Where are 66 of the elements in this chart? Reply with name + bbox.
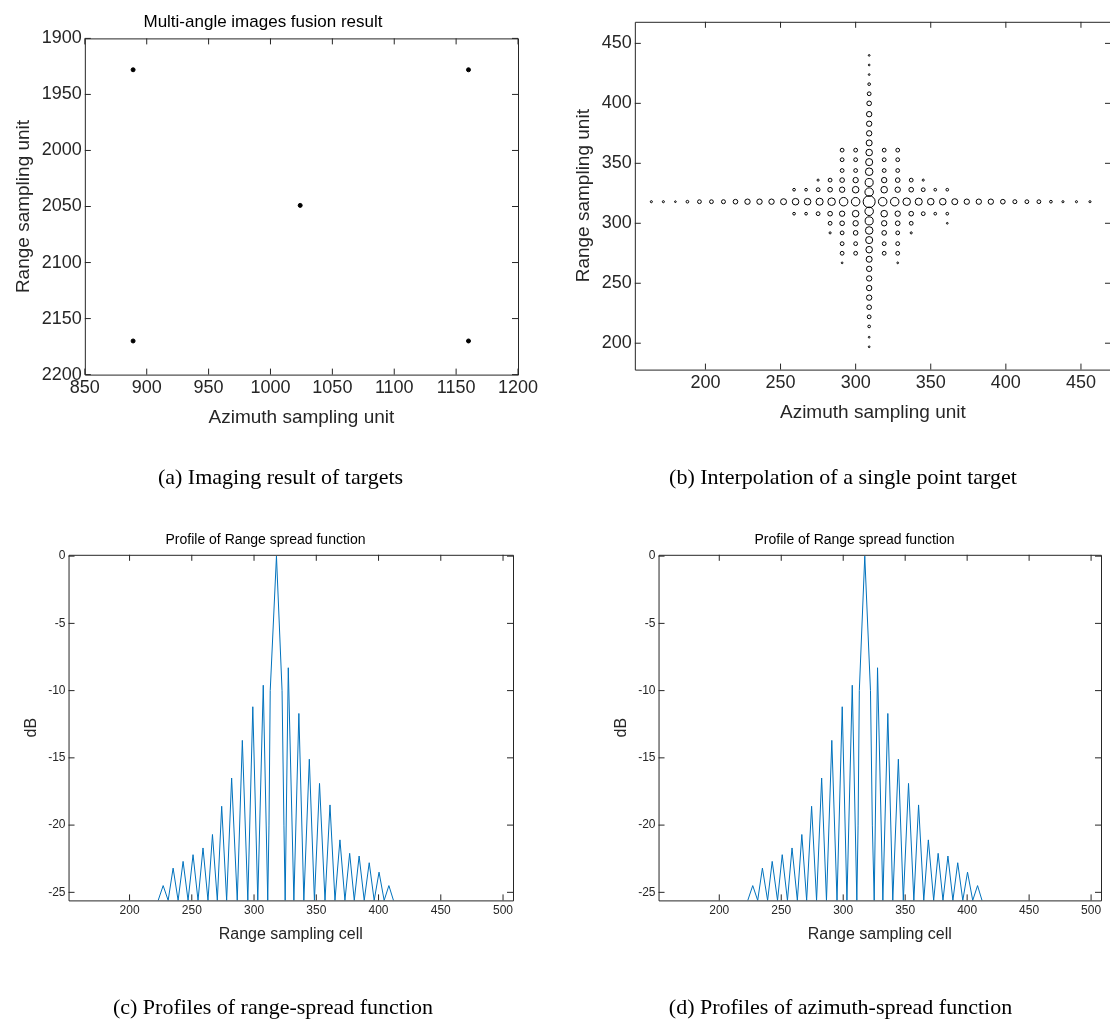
y-tick-label: 2150 — [41, 307, 82, 328]
x-tick-label: 300 — [833, 902, 854, 917]
y-tick-label: -15 — [48, 750, 66, 765]
y-axis-title: Range sampling unit — [571, 108, 593, 283]
x-axis-title: Azimuth sampling unit — [779, 400, 967, 422]
x-tick-label: 1200 — [497, 377, 539, 398]
x-tick-label: 200 — [709, 902, 730, 917]
x-tick-label: 900 — [131, 377, 162, 398]
y-tick-label: 200 — [601, 332, 632, 353]
x-tick-label: 200 — [690, 372, 721, 393]
y-tick-label: -5 — [644, 615, 656, 630]
y-tick-label: -25 — [48, 884, 66, 899]
y-tick-label: 2050 — [41, 195, 82, 216]
chart-title: Profile of Range spread function — [165, 531, 366, 548]
x-axis-title: Azimuth sampling unit — [208, 405, 396, 427]
text: (a) Imaging result of targets — [156, 464, 405, 490]
y-tick-label: 1950 — [41, 83, 82, 104]
x-tick-label: 350 — [915, 372, 946, 393]
x-tick-label: 250 — [181, 902, 203, 917]
x-tick-label: 1000 — [250, 377, 291, 398]
x-tick-label: 450 — [430, 902, 452, 917]
x-axis-title: Range sampling cell — [218, 924, 363, 942]
y-tick-label: -20 — [638, 817, 656, 832]
y-tick-label: 0 — [648, 548, 656, 563]
y-tick-label: 1900 — [41, 27, 82, 48]
x-tick-label: 500 — [493, 902, 514, 917]
x-tick-label: 350 — [306, 902, 327, 917]
y-tick-label: 2000 — [41, 139, 82, 160]
y-tick-label: 250 — [601, 272, 632, 293]
x-tick-label: 1050 — [312, 377, 353, 398]
x-tick-label: 250 — [771, 902, 792, 917]
x-tick-label: 1100 — [374, 377, 414, 398]
x-tick-label: 1150 — [436, 377, 476, 398]
y-tick-label: -15 — [638, 750, 656, 765]
y-tick-label: -25 — [638, 884, 656, 899]
y-tick-label: -20 — [48, 817, 66, 832]
x-axis-title: Range sampling cell — [807, 924, 952, 942]
text: (c) Profiles of range-spread function — [111, 994, 435, 1020]
x-tick-label: 300 — [840, 372, 871, 393]
x-tick-label: 950 — [193, 377, 224, 398]
x-tick-label: 400 — [990, 372, 1021, 393]
y-tick-label: -10 — [48, 682, 66, 697]
text: (d) Profiles of azimuth-spread function — [667, 994, 1014, 1020]
x-tick-label: 250 — [765, 372, 796, 393]
x-tick-label: 350 — [895, 902, 916, 917]
x-tick-label: 300 — [244, 902, 265, 917]
y-tick-label: 2100 — [41, 251, 82, 272]
y-axis-title: dB — [612, 717, 630, 738]
chart-title: Profile of Range spread function — [754, 531, 955, 548]
y-axis-title: dB — [22, 717, 40, 738]
text: (b) Interpolation of a single point target — [668, 464, 1018, 490]
y-tick-label: 450 — [601, 32, 632, 53]
x-tick-label: 450 — [1019, 902, 1040, 917]
x-tick-label: 400 — [957, 902, 978, 917]
y-tick-label: -5 — [54, 615, 66, 630]
x-tick-label: 200 — [119, 902, 140, 917]
y-tick-label: 400 — [601, 92, 632, 113]
y-tick-label: 300 — [601, 212, 632, 233]
chart-title: Multi-angle images fusion result — [143, 11, 383, 31]
x-tick-label: 500 — [1081, 902, 1102, 917]
y-tick-label: 350 — [601, 152, 632, 173]
x-tick-label: 450 — [1065, 372, 1096, 393]
y-tick-label: 0 — [58, 548, 66, 563]
y-tick-label: -10 — [638, 682, 656, 697]
y-axis-title: Range sampling unit — [11, 119, 33, 294]
x-tick-label: 400 — [368, 902, 389, 917]
